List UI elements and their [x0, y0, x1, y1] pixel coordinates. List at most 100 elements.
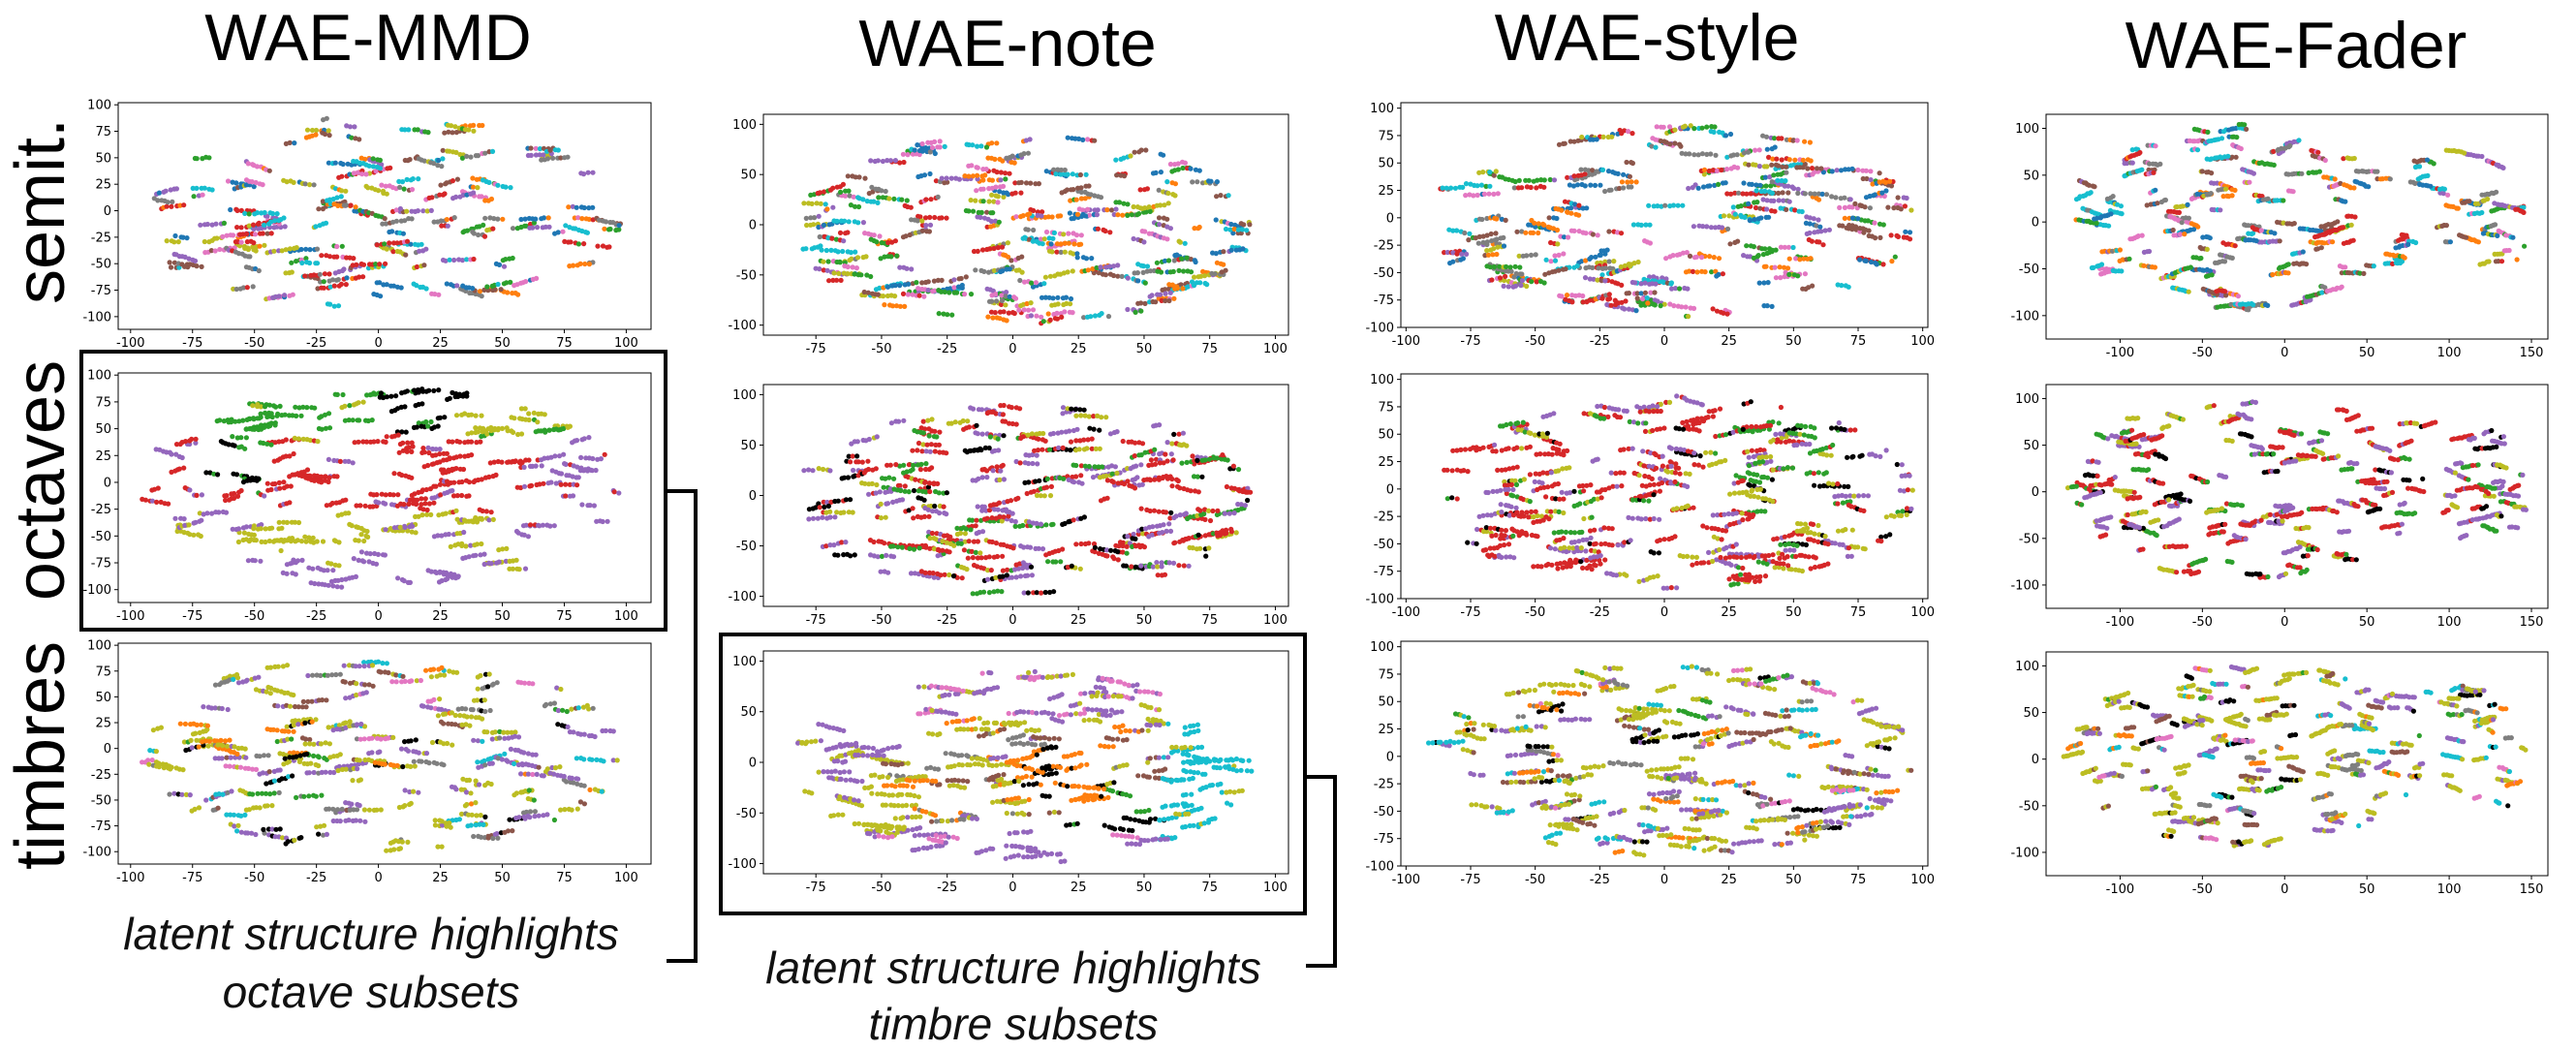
- scatter-point: [169, 203, 174, 209]
- scatter-point: [2300, 249, 2306, 255]
- scatter-point: [860, 197, 866, 202]
- scatter-point: [459, 155, 465, 161]
- scatter-point: [975, 143, 980, 149]
- scatter-point: [298, 539, 304, 544]
- scatter-point: [947, 290, 952, 295]
- scatter-point: [983, 144, 990, 150]
- scatter-point: [1108, 207, 1115, 213]
- x-tick-label: -75: [1460, 334, 1480, 349]
- scatter-point: [533, 145, 539, 151]
- scatter-point: [209, 187, 215, 193]
- scatter-point: [441, 467, 447, 473]
- scatter-point: [1764, 303, 1770, 309]
- scatter-point: [585, 170, 591, 175]
- scatter-point: [258, 558, 264, 564]
- scatter-point: [1855, 167, 1861, 173]
- scatter-point: [1048, 241, 1054, 247]
- scatter-point: [459, 492, 465, 499]
- scatter-point: [1695, 185, 1701, 191]
- scatter-point: [1682, 123, 1688, 129]
- scatter-point: [1027, 137, 1033, 142]
- scatter-point: [568, 239, 574, 245]
- scatter-point: [307, 247, 313, 253]
- scatter-point: [1231, 226, 1237, 232]
- scatter-point: [533, 216, 539, 222]
- scatter-point: [921, 172, 928, 178]
- scatter-point: [2235, 294, 2241, 299]
- scatter-point: [871, 199, 877, 204]
- scatter-point: [1818, 229, 1824, 234]
- scatter-point: [469, 452, 475, 458]
- scatter-point: [945, 312, 950, 318]
- y-tick-label: 0: [2032, 216, 2039, 231]
- scatter-point: [1128, 153, 1133, 159]
- axes-frame: [117, 372, 652, 603]
- scatter-point: [1085, 137, 1091, 142]
- scatter-point: [390, 249, 396, 255]
- scatter-point: [906, 281, 912, 287]
- scatter-point: [1078, 196, 1084, 201]
- scatter-point: [338, 194, 344, 200]
- scatter-point: [431, 387, 437, 393]
- scatter-point: [376, 500, 382, 506]
- scatter-point: [2351, 185, 2357, 191]
- scatter-point: [1769, 179, 1775, 185]
- scatter-point: [437, 415, 443, 420]
- scatter-point: [1146, 204, 1152, 210]
- scatter-point: [1594, 169, 1599, 174]
- scatter-point: [563, 461, 569, 467]
- scatter-point: [279, 248, 285, 254]
- scatter-point: [264, 480, 270, 486]
- scatter-point: [1023, 180, 1030, 186]
- scatter-point: [354, 262, 359, 267]
- scatter-point: [1062, 249, 1068, 255]
- y-tick-label: -100: [1365, 322, 1394, 336]
- scatter-point: [2343, 199, 2348, 204]
- scatter-point: [1161, 152, 1166, 158]
- scatter-point: [1007, 294, 1012, 299]
- scatter-point: [252, 232, 259, 237]
- scatter-point: [1629, 179, 1634, 185]
- scatter-point: [1137, 187, 1143, 193]
- scatter-point: [2304, 262, 2310, 267]
- scatter-point: [1096, 270, 1102, 276]
- scatter-point: [1122, 173, 1128, 179]
- scatter-point: [404, 208, 410, 214]
- scatter-point: [1133, 309, 1138, 315]
- scatter-point: [947, 286, 953, 292]
- scatter-point: [1460, 256, 1466, 262]
- x-tick-label: 50: [494, 336, 511, 351]
- scatter-panel: -100 -75 -50 -25 0 25 50 75 100-100-75-50-250255…: [1365, 102, 1935, 349]
- scatter-point: [1582, 171, 1588, 177]
- scatter-point: [1078, 189, 1084, 195]
- scatter-point: [155, 485, 161, 491]
- scatter-point: [1758, 215, 1764, 221]
- scatter-point: [1167, 161, 1173, 168]
- scatter-point: [1647, 222, 1653, 228]
- scatter-point: [1554, 215, 1560, 222]
- scatter-point: [1175, 161, 1181, 167]
- scatter-point: [2296, 138, 2302, 143]
- scatter-point: [419, 241, 424, 247]
- scatter-point: [423, 286, 429, 292]
- scatter-point: [893, 303, 900, 309]
- scatter-point: [1003, 170, 1009, 176]
- scatter-point: [590, 455, 596, 462]
- scatter-point: [2277, 238, 2282, 244]
- scatter-point: [168, 264, 174, 270]
- scatter-point: [1764, 164, 1770, 170]
- scatter-point: [1566, 234, 1571, 240]
- scatter-point: [1159, 297, 1164, 303]
- scatter-point: [209, 222, 215, 228]
- scatter-point: [233, 472, 240, 478]
- scatter-point: [460, 466, 467, 473]
- axes-frame: [762, 113, 1289, 336]
- scatter-point: [1474, 183, 1480, 189]
- scatter-point: [500, 216, 506, 222]
- scatter-point: [245, 245, 251, 251]
- scatter-point: [544, 156, 551, 162]
- scatter-point: [811, 222, 817, 228]
- scatter-point: [1058, 249, 1064, 255]
- scatter-point: [2119, 211, 2125, 217]
- scatter-point: [470, 286, 476, 292]
